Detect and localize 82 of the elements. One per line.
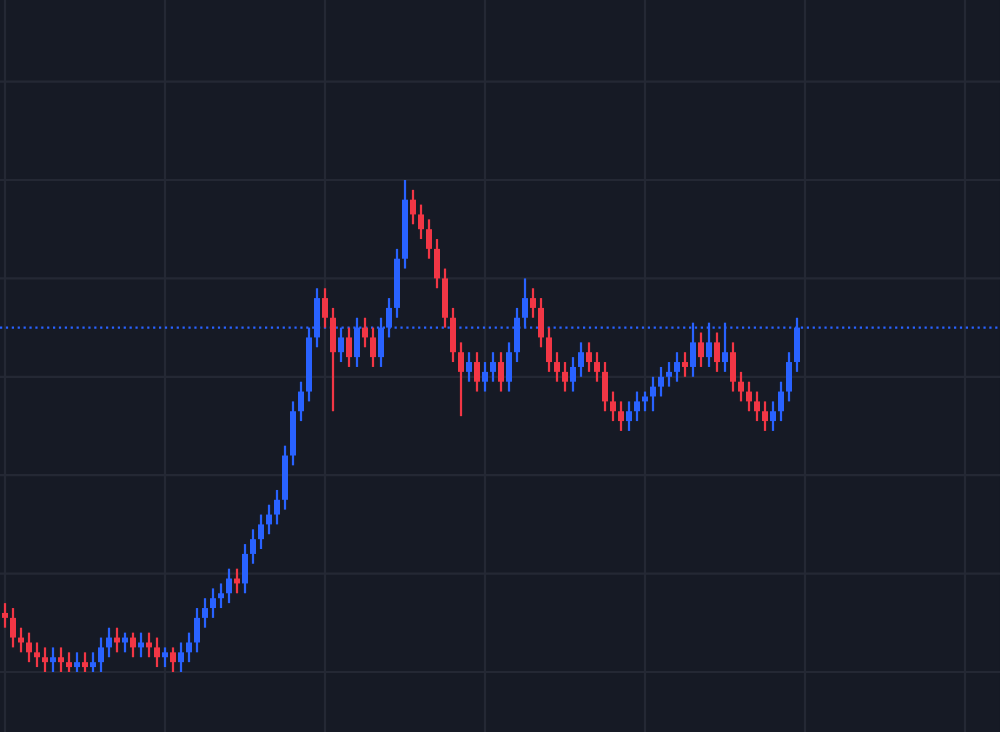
candlestick — [610, 390, 616, 423]
candlestick — [362, 316, 368, 349]
candlestick — [682, 351, 688, 378]
candlestick — [50, 646, 56, 674]
candlestick — [170, 646, 176, 674]
candlestick — [138, 631, 144, 659]
candlestick — [186, 631, 192, 664]
candlestick — [474, 351, 480, 393]
candlestick — [450, 306, 456, 364]
candlestick — [458, 341, 464, 418]
candlestick — [226, 567, 232, 605]
candlestick — [130, 631, 136, 659]
candlestick — [146, 631, 152, 659]
candlestick — [274, 488, 280, 526]
candlestick — [106, 626, 112, 659]
candlestick — [322, 287, 328, 329]
candlestick — [90, 651, 96, 674]
candlestick — [530, 287, 536, 319]
candlestick — [346, 326, 352, 369]
candlestick — [730, 341, 736, 393]
candlestick — [34, 641, 40, 669]
candlestick — [418, 203, 424, 241]
candlestick — [538, 296, 544, 349]
candlestick — [570, 356, 576, 393]
candlestick — [266, 503, 272, 536]
candlestick — [154, 636, 160, 669]
candlestick — [578, 341, 584, 378]
candlestick — [546, 326, 552, 373]
candlestick — [506, 341, 512, 393]
candlestick — [490, 351, 496, 383]
candlestick — [554, 351, 560, 383]
candlestick — [634, 390, 640, 423]
candlestick — [658, 365, 664, 398]
candlestick — [714, 331, 720, 373]
candlestick — [434, 237, 440, 290]
candlestick — [42, 646, 48, 674]
candlestick — [666, 360, 672, 388]
candlestick — [74, 651, 80, 674]
candlestick — [82, 651, 88, 674]
candlestick — [626, 400, 632, 433]
candlestick — [762, 400, 768, 433]
candlestick — [778, 380, 784, 423]
candlestick — [738, 370, 744, 403]
candlestick — [482, 360, 488, 393]
candlestick — [178, 641, 184, 674]
candlestick — [202, 597, 208, 629]
candlestick — [602, 360, 608, 413]
candlestick — [210, 587, 216, 619]
candlestick — [66, 651, 72, 674]
candlestick — [250, 528, 256, 565]
candlestick — [2, 602, 8, 629]
candlestick — [586, 341, 592, 373]
candlestick — [786, 351, 792, 403]
candlestick — [298, 380, 304, 423]
candlestick — [410, 188, 416, 226]
candlestick — [562, 360, 568, 393]
candlestick — [754, 390, 760, 423]
candlestick — [218, 582, 224, 610]
candlestick — [290, 400, 296, 467]
candlestick — [282, 444, 288, 511]
candlestick — [258, 513, 264, 551]
candlestick — [242, 542, 248, 595]
candlestick — [466, 351, 472, 383]
candlestick — [594, 351, 600, 383]
candlestick — [650, 375, 656, 413]
candlestick — [330, 306, 336, 413]
candlestick — [26, 631, 32, 664]
candlestick — [770, 400, 776, 433]
candlestick — [746, 380, 752, 413]
candlestick — [98, 636, 104, 674]
candlestick — [674, 351, 680, 383]
candlestick — [498, 351, 504, 393]
candlestick — [370, 326, 376, 369]
candlestick — [58, 646, 64, 674]
candlestick — [442, 267, 448, 329]
candlestick — [618, 400, 624, 433]
candlestick — [698, 331, 704, 369]
candlestick — [426, 218, 432, 260]
candlestick — [10, 606, 16, 649]
candlestick — [162, 646, 168, 669]
candlestick — [194, 606, 200, 654]
candlestick — [642, 390, 648, 413]
